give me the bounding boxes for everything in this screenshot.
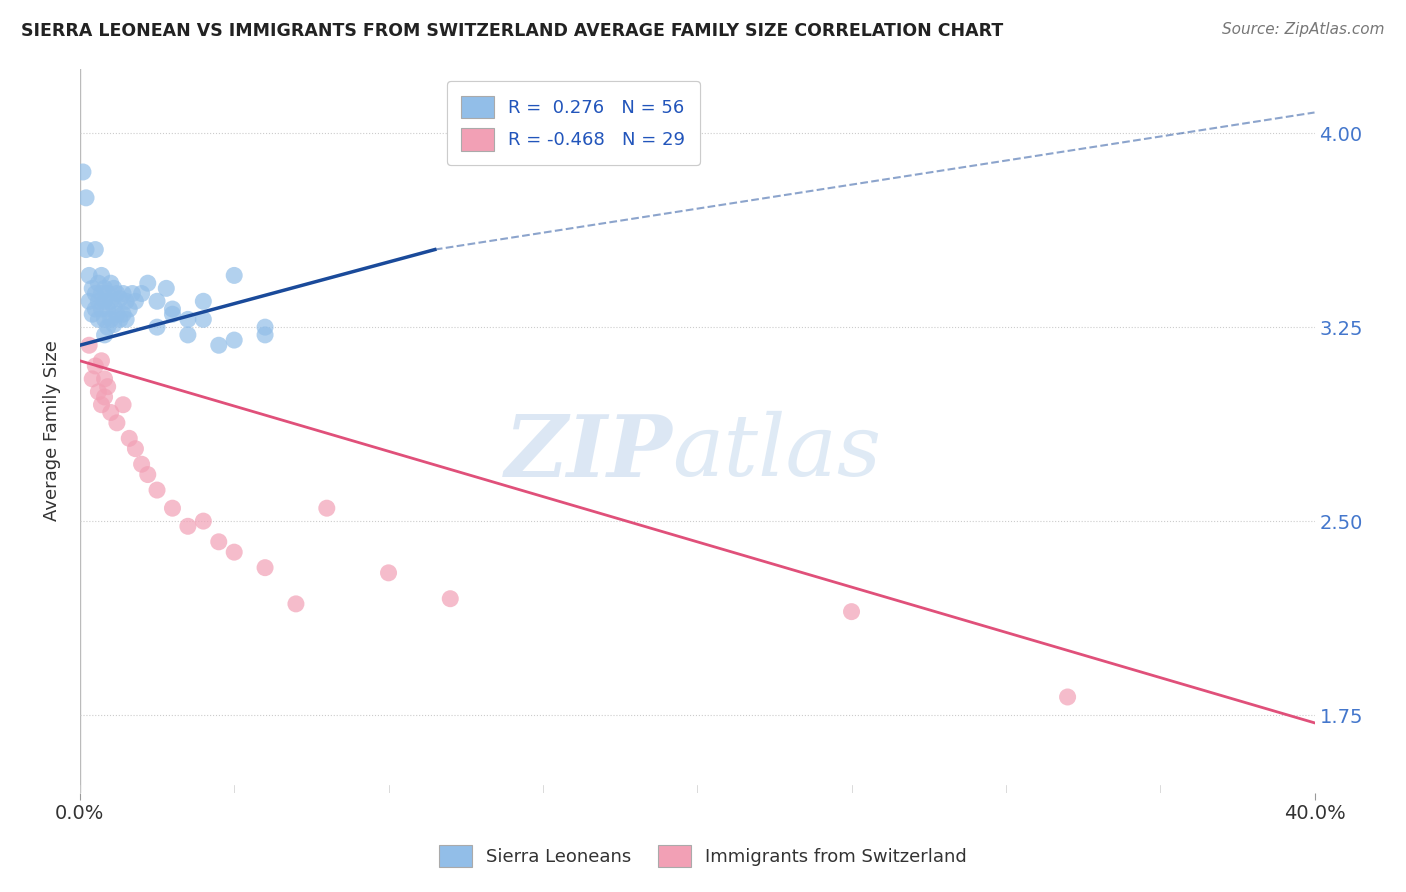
Point — [146, 483, 169, 497]
Point — [841, 605, 863, 619]
Point — [77, 338, 100, 352]
Point — [112, 286, 135, 301]
Point — [254, 560, 277, 574]
Point — [115, 294, 138, 309]
Point — [90, 301, 112, 316]
Point — [93, 327, 115, 342]
Point — [224, 333, 246, 347]
Text: Source: ZipAtlas.com: Source: ZipAtlas.com — [1222, 22, 1385, 37]
Legend: R =  0.276   N = 56, R = -0.468   N = 29: R = 0.276 N = 56, R = -0.468 N = 29 — [447, 81, 700, 165]
Point — [208, 534, 231, 549]
Point — [118, 431, 141, 445]
Point — [112, 398, 135, 412]
Point — [100, 312, 122, 326]
Point — [193, 294, 215, 309]
Point — [131, 457, 153, 471]
Point — [121, 286, 143, 301]
Point — [224, 545, 246, 559]
Point — [112, 307, 135, 321]
Point — [90, 398, 112, 412]
Point — [93, 312, 115, 326]
Y-axis label: Average Family Size: Average Family Size — [44, 340, 60, 521]
Point — [77, 294, 100, 309]
Point — [100, 294, 122, 309]
Point — [87, 384, 110, 399]
Point — [131, 286, 153, 301]
Text: SIERRA LEONEAN VS IMMIGRANTS FROM SWITZERLAND AVERAGE FAMILY SIZE CORRELATION CH: SIERRA LEONEAN VS IMMIGRANTS FROM SWITZE… — [21, 22, 1004, 40]
Point — [377, 566, 399, 580]
Point — [97, 301, 120, 316]
Point — [254, 320, 277, 334]
Point — [162, 307, 184, 321]
Point — [284, 597, 307, 611]
Point — [93, 372, 115, 386]
Point — [439, 591, 461, 606]
Point — [177, 519, 200, 533]
Point — [84, 301, 107, 316]
Point — [118, 301, 141, 316]
Point — [124, 442, 146, 456]
Point — [108, 292, 131, 306]
Point — [90, 286, 112, 301]
Point — [93, 390, 115, 404]
Point — [162, 501, 184, 516]
Legend: Sierra Leoneans, Immigrants from Switzerland: Sierra Leoneans, Immigrants from Switzer… — [432, 838, 974, 874]
Point — [105, 286, 128, 301]
Point — [97, 379, 120, 393]
Point — [177, 312, 200, 326]
Text: atlas: atlas — [672, 411, 882, 493]
Point — [146, 320, 169, 334]
Point — [224, 268, 246, 283]
Point — [75, 191, 97, 205]
Point — [82, 281, 104, 295]
Point — [87, 312, 110, 326]
Point — [90, 353, 112, 368]
Point — [100, 405, 122, 419]
Point — [77, 268, 100, 283]
Point — [162, 301, 184, 316]
Point — [254, 327, 277, 342]
Point — [1056, 690, 1078, 704]
Point — [105, 307, 128, 321]
Point — [208, 338, 231, 352]
Point — [84, 286, 107, 301]
Point — [93, 294, 115, 309]
Point — [105, 416, 128, 430]
Point — [97, 286, 120, 301]
Point — [103, 300, 125, 314]
Point — [87, 294, 110, 309]
Point — [82, 372, 104, 386]
Point — [108, 312, 131, 326]
Point — [90, 268, 112, 283]
Point — [124, 294, 146, 309]
Point — [100, 276, 122, 290]
Point — [103, 318, 125, 332]
Point — [75, 243, 97, 257]
Point — [193, 514, 215, 528]
Point — [115, 312, 138, 326]
Point — [82, 307, 104, 321]
Text: ZIP: ZIP — [505, 410, 672, 494]
Point — [136, 276, 159, 290]
Point — [93, 281, 115, 295]
Point — [84, 243, 107, 257]
Point — [177, 327, 200, 342]
Point — [87, 276, 110, 290]
Point — [97, 320, 120, 334]
Point — [193, 312, 215, 326]
Point — [136, 467, 159, 482]
Point — [103, 281, 125, 295]
Point — [84, 359, 107, 373]
Point — [155, 281, 177, 295]
Point — [315, 501, 337, 516]
Point — [146, 294, 169, 309]
Point — [72, 165, 94, 179]
